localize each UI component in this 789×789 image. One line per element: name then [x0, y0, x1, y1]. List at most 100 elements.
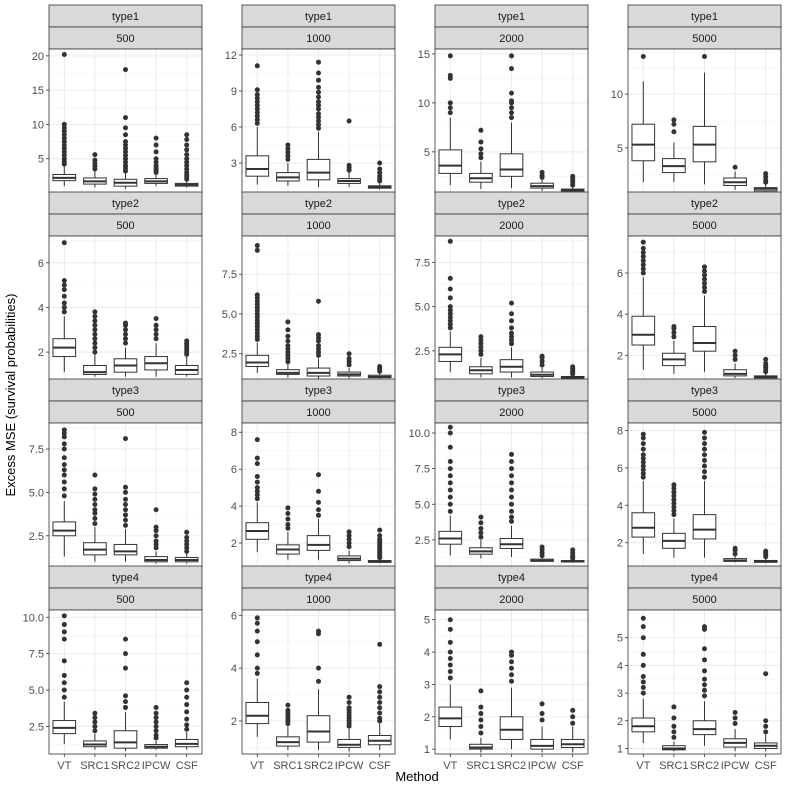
outlier-point — [447, 286, 453, 292]
outlier-point — [702, 446, 707, 452]
box-iqr — [52, 521, 77, 537]
outlier-point — [61, 128, 67, 134]
box-CSF — [174, 132, 199, 188]
outlier-point — [61, 300, 67, 306]
x-tick-label: CSF — [755, 760, 777, 772]
box-SRC2 — [113, 436, 138, 562]
outlier-point — [254, 492, 260, 498]
outlier-point — [640, 685, 646, 691]
facet-panel-type1-500: type1 500 5 10 15 20 — [32, 4, 203, 194]
outlier-point — [478, 723, 484, 729]
outlier-point — [671, 330, 677, 336]
box-IPCW — [530, 169, 554, 192]
outlier-point — [153, 159, 159, 165]
outlier-point — [184, 694, 190, 700]
outlier-point — [123, 163, 128, 169]
outlier-point — [254, 615, 260, 621]
box-SRC1 — [662, 704, 686, 752]
outlier-point — [254, 455, 260, 461]
outlier-point — [285, 153, 291, 159]
outlier-point — [316, 77, 321, 83]
box-SRC1 — [276, 319, 300, 378]
outlier-point — [702, 272, 707, 278]
outlier-point — [61, 613, 67, 619]
y-tick-label: 1 — [617, 743, 623, 755]
outlier-point — [184, 722, 190, 728]
outlier-point — [316, 332, 321, 338]
outlier-point — [478, 341, 484, 347]
y-tick-label: 7.5 — [29, 649, 44, 661]
y-tick-label: 3 — [617, 688, 623, 700]
outlier-point — [732, 551, 738, 557]
outlier-point — [509, 665, 514, 671]
box-SRC2 — [306, 628, 331, 751]
outlier-point — [478, 534, 484, 540]
box-iqr — [438, 706, 463, 727]
box-iqr — [113, 543, 138, 556]
outlier-point — [123, 484, 128, 490]
outlier-point — [640, 435, 646, 441]
box-VT — [245, 437, 270, 553]
outlier-point — [447, 662, 453, 668]
strip-type-label: type1 — [112, 11, 139, 23]
x-tick-label: SRC1 — [466, 760, 495, 772]
outlier-point — [92, 472, 98, 478]
outlier-point — [61, 156, 67, 162]
outlier-point — [123, 156, 128, 162]
outlier-point — [732, 545, 738, 551]
outlier-point — [671, 485, 677, 491]
outlier-point — [285, 516, 291, 522]
outlier-point — [153, 732, 159, 738]
outlier-point — [702, 289, 707, 295]
outlier-point — [671, 508, 677, 514]
y-tick-label: 2 — [231, 716, 237, 728]
outlier-point — [316, 472, 321, 478]
outlier-point — [447, 494, 453, 500]
outlier-point — [640, 54, 646, 60]
outlier-point — [509, 105, 514, 111]
outlier-point — [61, 309, 67, 315]
outlier-point — [640, 651, 646, 657]
outlier-point — [123, 331, 128, 337]
x-tick-label: SRC2 — [497, 760, 526, 772]
y-tick-label: 2.5 — [415, 346, 430, 358]
y-tick-label: 8 — [617, 425, 623, 437]
outlier-point — [447, 105, 453, 111]
outlier-point — [316, 512, 321, 518]
outlier-point — [316, 111, 321, 117]
outlier-point — [509, 66, 514, 72]
outlier-point — [509, 341, 514, 347]
outlier-point — [763, 171, 769, 177]
outlier-point — [92, 345, 98, 351]
outlier-point — [702, 624, 707, 630]
outlier-point — [702, 452, 707, 458]
outlier-point — [447, 424, 453, 430]
strip-type-label: type3 — [305, 385, 332, 397]
outlier-point — [478, 139, 484, 145]
box-SRC2 — [113, 320, 138, 377]
strip-type-label: type4 — [691, 572, 718, 584]
outlier-point — [478, 334, 484, 340]
box-IPCW — [723, 545, 747, 563]
y-tick-label: 2 — [424, 712, 430, 724]
outlier-point — [92, 322, 98, 328]
outlier-point — [478, 344, 484, 350]
outlier-point — [702, 474, 707, 480]
outlier-point — [254, 485, 260, 491]
outlier-point — [346, 118, 352, 124]
x-tick-label: CSF — [369, 760, 391, 772]
outlier-point — [447, 617, 453, 623]
box-IPCW — [530, 353, 554, 379]
box-SRC2 — [692, 54, 717, 185]
strip-n-label: 1000 — [306, 33, 330, 45]
facet-panel-type2-500: type2 500 2 4 6 — [38, 191, 203, 381]
box-IPCW — [723, 164, 747, 190]
outlier-point — [254, 117, 260, 123]
box-iqr — [245, 701, 270, 725]
outlier-point — [509, 337, 514, 343]
outlier-point — [61, 434, 67, 440]
y-tick-label: 5 — [617, 143, 623, 155]
outlier-point — [509, 311, 514, 317]
outlier-point — [702, 687, 707, 693]
outlier-point — [254, 87, 260, 93]
